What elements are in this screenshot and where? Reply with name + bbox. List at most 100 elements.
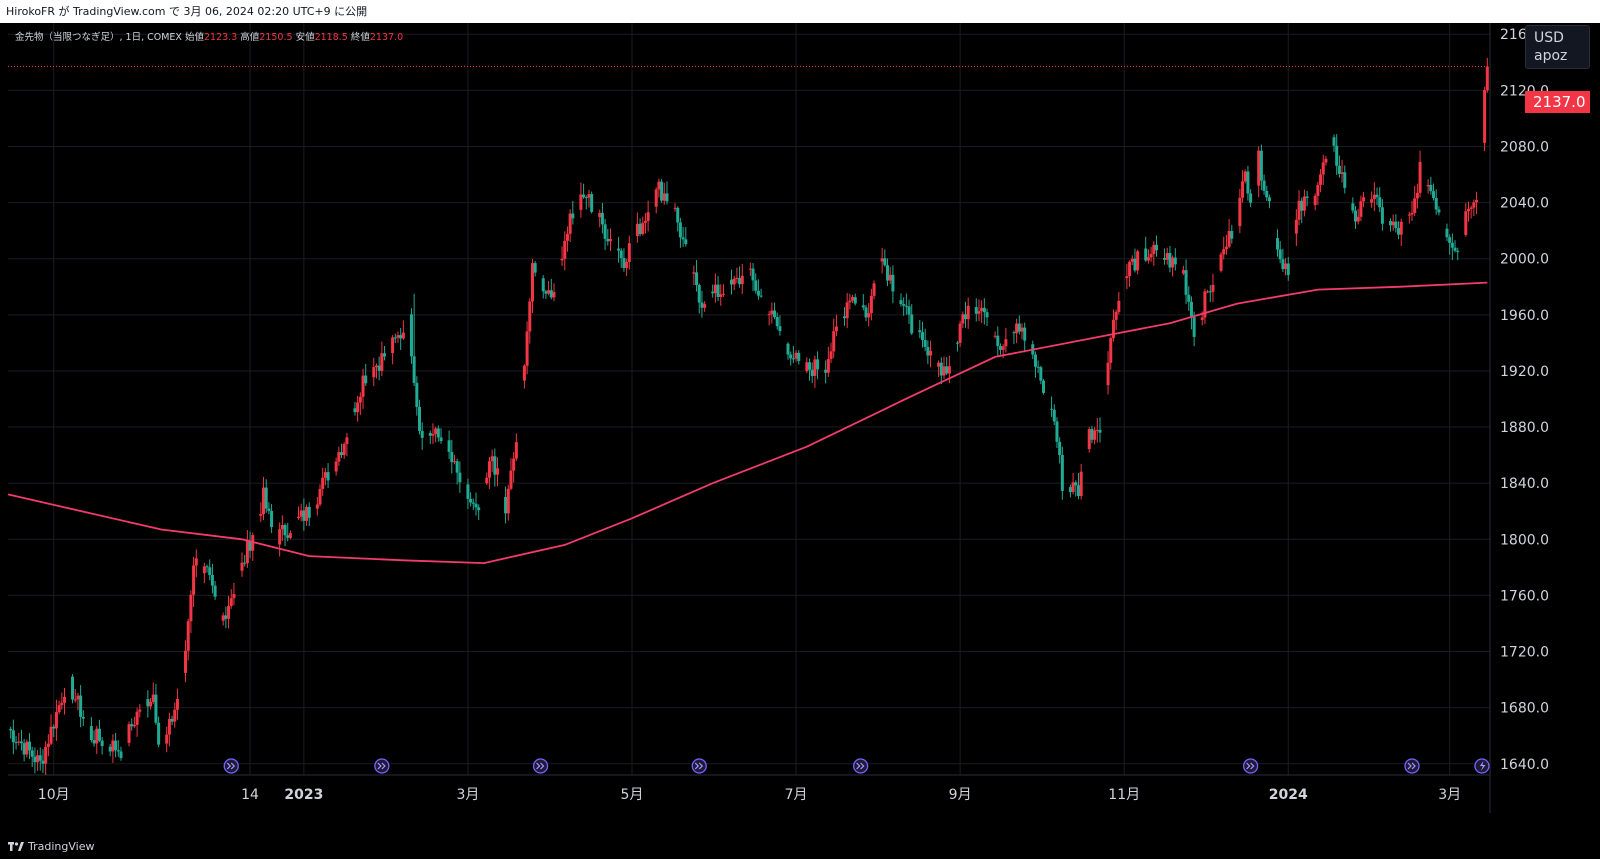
candle-body xyxy=(1394,221,1398,229)
candle-body xyxy=(993,335,997,337)
candle-body xyxy=(173,709,177,722)
candle-body xyxy=(939,362,943,376)
candle-body xyxy=(25,741,29,755)
candle-body xyxy=(660,181,664,201)
candle-body xyxy=(229,598,233,606)
candle-body xyxy=(512,458,516,471)
candle-body xyxy=(46,743,50,747)
ma200-line xyxy=(7,281,1488,565)
candle-body xyxy=(813,359,817,376)
candle-body xyxy=(1356,216,1360,222)
candle-body xyxy=(340,452,344,456)
candle-body xyxy=(100,740,104,747)
candle-body xyxy=(243,562,247,564)
candle-body xyxy=(1485,66,1489,91)
dividend-event-icon[interactable] xyxy=(532,758,549,774)
candle-body xyxy=(1257,150,1261,186)
dividend-event-icon[interactable] xyxy=(691,758,707,774)
candle-body xyxy=(657,181,661,190)
ohlc-legend: 金先物（当限つなぎ足）, 1日, COMEX 始値2123.3 高値2150.5… xyxy=(15,29,403,43)
candle-body xyxy=(544,291,548,294)
candle-body xyxy=(945,366,949,374)
candle-body xyxy=(466,484,470,499)
dividend-event-icon[interactable] xyxy=(852,758,869,774)
candle-body xyxy=(1265,190,1269,198)
candle-body xyxy=(474,503,478,508)
unit-label: apoz xyxy=(1534,48,1568,64)
event-chevrons xyxy=(536,762,545,770)
candle-body xyxy=(918,330,922,333)
legend-close-label: 終値 xyxy=(350,32,370,43)
candle-body xyxy=(775,317,779,327)
candle-body xyxy=(154,694,158,723)
candle-body xyxy=(415,382,419,407)
candle-body xyxy=(44,746,48,764)
candle-body xyxy=(1015,323,1019,334)
event-chevrons xyxy=(694,762,704,770)
price-chart[interactable]: 1640.0 1680.0 1720.0 1760.0 1800.0 1840.0 1880… xyxy=(0,23,1600,835)
dividend-event-icon[interactable] xyxy=(1404,758,1420,774)
currency-unit-button[interactable]: USD apoz xyxy=(1525,25,1590,69)
candle-body xyxy=(861,305,865,308)
candle-body xyxy=(504,497,508,514)
candle-body xyxy=(565,233,569,241)
candle-body xyxy=(1249,193,1253,203)
candle-body xyxy=(958,323,962,343)
candle-body xyxy=(756,290,760,296)
candle-body xyxy=(323,472,327,478)
candle-body xyxy=(1426,184,1430,187)
candle-body xyxy=(1397,228,1401,235)
candle-body xyxy=(1189,301,1193,318)
candle-body xyxy=(302,510,306,521)
candle-body xyxy=(1001,346,1005,350)
candle-body xyxy=(1456,250,1460,252)
tradingview-logo[interactable]: TradingView xyxy=(8,840,94,853)
event-circle xyxy=(691,758,707,774)
candle-body xyxy=(391,337,395,354)
candle-body xyxy=(1023,327,1027,341)
candle-body xyxy=(869,295,873,314)
event-chevrons xyxy=(377,762,386,770)
candle-body xyxy=(797,352,801,362)
candle-body xyxy=(955,342,959,344)
candle-body xyxy=(450,451,454,463)
candle-body xyxy=(587,194,591,198)
lightning-icon xyxy=(1479,761,1486,771)
candle-body xyxy=(891,274,895,292)
event-circle xyxy=(1404,758,1420,774)
candle-body xyxy=(374,365,378,368)
candle-body xyxy=(692,272,696,274)
dividend-event-icon[interactable] xyxy=(223,758,239,774)
y-tick-label: 1640.0 xyxy=(1500,757,1549,773)
candle-body xyxy=(1241,181,1245,198)
candle-body xyxy=(1469,207,1473,209)
candle-body xyxy=(296,516,300,519)
candle-body xyxy=(1316,184,1320,196)
candle-body xyxy=(1058,441,1062,455)
candle-body xyxy=(401,332,405,339)
earnings-event-icon[interactable] xyxy=(1474,758,1490,774)
candle-body xyxy=(496,468,500,475)
y-tick-label: 1760.0 xyxy=(1500,588,1549,604)
candle-body xyxy=(929,350,933,356)
legend-high: 2150.5 xyxy=(259,32,293,43)
candle-body xyxy=(383,353,387,357)
candle-body xyxy=(396,335,400,338)
y-tick-label: 1680.0 xyxy=(1500,701,1549,717)
candle-body xyxy=(170,718,174,722)
candle-body xyxy=(353,408,357,413)
candle-body xyxy=(393,337,397,339)
event-chevrons xyxy=(856,762,865,770)
legend-low: 2118.5 xyxy=(314,32,348,43)
candle-body xyxy=(1450,242,1454,248)
dividend-event-icon[interactable] xyxy=(1242,758,1259,774)
legend-open-label: 始値 xyxy=(184,32,204,43)
candle-body xyxy=(1472,202,1476,208)
candle-body xyxy=(19,741,23,744)
candle-body xyxy=(805,362,809,372)
dividend-event-icon[interactable] xyxy=(374,758,390,774)
candle-body xyxy=(213,585,217,597)
candle-body xyxy=(11,730,15,743)
candle-body xyxy=(842,316,846,319)
candle-body xyxy=(1429,184,1433,192)
